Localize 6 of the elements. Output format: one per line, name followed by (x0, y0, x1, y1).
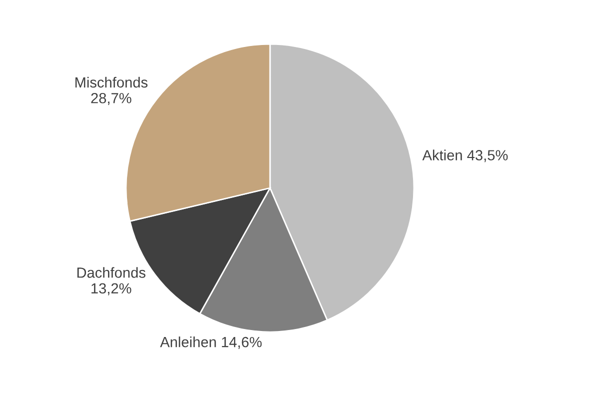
data-label: 13,2% (92, 283, 132, 296)
slice-label: Anleihen 14,6% (160, 336, 262, 349)
slice-label: Aktien 43,5% (422, 150, 508, 162)
slice-label: Dachfonds (77, 267, 146, 278)
data-label: 28,7% (91, 92, 132, 106)
slice-label: Mischfonds (75, 76, 148, 88)
